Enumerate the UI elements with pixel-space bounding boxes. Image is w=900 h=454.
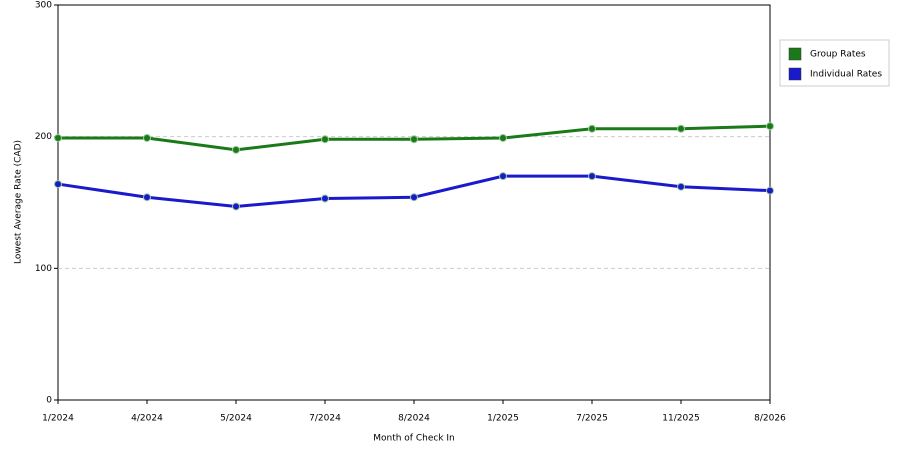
point [54, 133, 62, 142]
point [143, 133, 151, 142]
y-axis-label: Lowest Average Rate (CAD) [14, 140, 24, 264]
y-tick-label: 300 [35, 1, 52, 11]
point [499, 172, 507, 181]
y-tick-label: 100 [35, 264, 52, 274]
y-tick-label: 0 [46, 396, 52, 406]
x-tick-label: 8/2024 [398, 414, 430, 424]
x-tick-label: 4/2024 [131, 414, 163, 424]
point [143, 193, 151, 202]
point [588, 172, 596, 181]
point [588, 124, 596, 133]
plot-area [57, 4, 771, 401]
point [321, 194, 329, 203]
y-tick-label: 200 [35, 132, 52, 142]
legend-label: Individual Rates [810, 70, 882, 80]
point [766, 186, 774, 195]
point [766, 122, 774, 131]
x-tick-label: 1/2024 [42, 414, 74, 424]
legend-swatch [788, 47, 802, 61]
x-axis-label: Month of Check In [373, 434, 455, 444]
point [54, 180, 62, 189]
x-tick-label: 8/2026 [754, 414, 786, 424]
point [677, 182, 685, 191]
point [410, 135, 418, 144]
legend-swatch [788, 67, 802, 81]
x-tick-label: 7/2025 [576, 414, 608, 424]
x-tick-label: 7/2024 [309, 414, 341, 424]
point [499, 133, 507, 142]
point [410, 193, 418, 202]
point [321, 135, 329, 144]
x-tick-label: 1/2025 [487, 414, 519, 424]
point [232, 145, 240, 154]
x-tick-label: 11/2025 [662, 414, 699, 424]
point [232, 202, 240, 211]
point [677, 124, 685, 133]
x-tick-label: 5/2024 [220, 414, 252, 424]
legend-label: Group Rates [810, 50, 866, 60]
